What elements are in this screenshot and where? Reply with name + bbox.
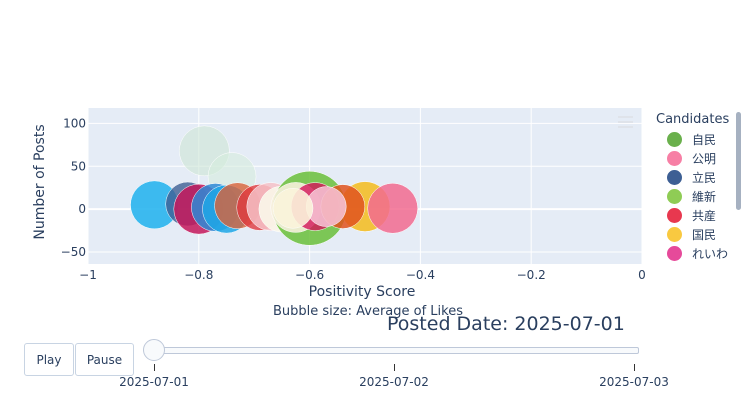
pause-button[interactable]: Pause: [75, 343, 134, 376]
legend-marker: [667, 246, 682, 261]
legend-marker: [667, 189, 682, 204]
date-slider-track[interactable]: [154, 347, 639, 354]
x-tick-label: −0.2: [517, 268, 546, 282]
bubble-size-note: Bubble size: Average of Likes: [273, 304, 463, 319]
legend-label: 公明: [692, 152, 717, 166]
slider-tick: [634, 364, 635, 371]
axes: −1 −0.8 −0.6 −0.4 −0.2 0 100 50 0 −50: [61, 116, 646, 282]
legend-marker: [667, 227, 682, 242]
x-tick-label: −0.6: [295, 268, 324, 282]
legend-label: 自民: [692, 133, 717, 147]
legend-item[interactable]: 共産: [656, 206, 740, 225]
x-tick-label: 0: [638, 268, 646, 282]
legend-item[interactable]: 公明: [656, 149, 740, 168]
y-tick-label: 0: [78, 202, 86, 216]
slider-step-label[interactable]: 2025-07-02: [359, 375, 429, 389]
y-tick-label: −50: [61, 245, 86, 259]
slider-current-value: Posted Date: 2025-07-01: [387, 313, 625, 335]
legend-item[interactable]: 立民: [656, 168, 740, 187]
bubble[interactable]: [367, 183, 418, 234]
legend-item[interactable]: 国民: [656, 225, 740, 244]
legend-title: Candidates: [656, 112, 730, 127]
y-axis-title: Number of Posts: [32, 124, 48, 239]
slider-step-label[interactable]: 2025-07-01: [119, 375, 189, 389]
legend-item[interactable]: 維新: [656, 187, 740, 206]
x-tick-label: −0.4: [406, 268, 435, 282]
legend-label: 共産: [692, 209, 717, 223]
legend: Candidates 自民公明立民維新共産国民れいわ: [656, 112, 740, 262]
modebar-icon[interactable]: [618, 116, 633, 128]
y-tick-label: 100: [63, 116, 86, 130]
legend-marker: [667, 170, 682, 185]
x-tick-label: −0.8: [184, 268, 213, 282]
date-slider-handle[interactable]: [143, 339, 165, 361]
y-tick-label: 50: [71, 159, 86, 173]
legend-item[interactable]: 自民: [656, 130, 740, 149]
legend-label: 国民: [692, 228, 717, 242]
legend-marker: [667, 132, 682, 147]
x-tick-label: −1: [79, 268, 97, 282]
bubbles: [130, 125, 418, 246]
legend-item[interactable]: れいわ: [656, 244, 740, 262]
slider-tick: [394, 364, 395, 371]
play-button[interactable]: Play: [24, 343, 74, 376]
legend-marker: [667, 151, 682, 166]
legend-label: 維新: [692, 190, 717, 204]
legend-label: 立民: [692, 171, 717, 185]
legend-scrollbar[interactable]: [736, 112, 741, 210]
legend-label: れいわ: [692, 247, 729, 261]
slider-tick: [154, 364, 155, 371]
bubble[interactable]: [272, 188, 314, 229]
x-axis-title: Positivity Score: [309, 284, 416, 300]
legend-marker: [667, 208, 682, 223]
slider-step-label[interactable]: 2025-07-03: [599, 375, 669, 389]
